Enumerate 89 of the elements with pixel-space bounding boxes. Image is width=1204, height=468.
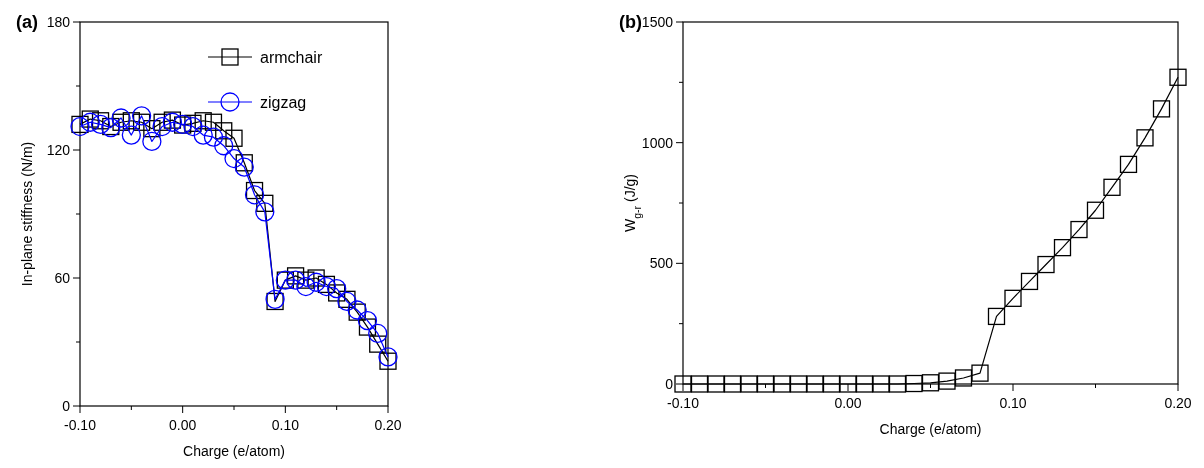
point	[285, 270, 306, 290]
point	[357, 311, 378, 331]
point	[296, 276, 316, 297]
point	[122, 112, 140, 130]
point	[215, 122, 233, 140]
y-tick-label: 120	[46, 142, 71, 158]
x-tick-label: 0.20	[374, 417, 402, 433]
point	[1169, 68, 1187, 86]
x-tick-label: 0.10	[999, 395, 1027, 411]
point	[378, 347, 398, 367]
y-tick-label: 0	[665, 376, 674, 392]
point	[327, 279, 347, 299]
point	[822, 375, 841, 393]
point	[1037, 255, 1055, 274]
x-tick-label: 0.00	[169, 417, 197, 433]
point	[111, 108, 131, 128]
point	[132, 113, 151, 131]
point	[244, 185, 265, 205]
point	[121, 125, 141, 145]
y-tick-label: 60	[54, 270, 71, 286]
point	[297, 271, 315, 289]
point	[245, 181, 264, 200]
y-axis-title: In-plane stiffness (N/m)	[19, 141, 35, 287]
chart-title: (b)	[619, 12, 642, 32]
point	[183, 116, 203, 137]
y-tick-label: 1500	[641, 14, 674, 30]
point	[225, 129, 243, 147]
point	[153, 113, 171, 131]
point	[855, 375, 874, 393]
point	[194, 112, 212, 130]
x-tick-label: 0.20	[1164, 395, 1192, 411]
point	[307, 269, 325, 287]
point	[234, 157, 254, 177]
point	[1004, 289, 1022, 307]
point	[255, 202, 275, 222]
legend-label: zigzag	[260, 94, 307, 111]
point	[142, 131, 162, 152]
chart-title: (a)	[16, 12, 38, 32]
point	[789, 375, 808, 393]
point	[306, 272, 326, 292]
point	[184, 114, 202, 132]
point	[369, 335, 387, 353]
point	[756, 375, 775, 393]
point	[1053, 239, 1072, 257]
x-tick-label: -0.10	[64, 417, 97, 433]
x-tick-label: 0.10	[271, 417, 300, 433]
point	[674, 375, 692, 393]
y-tick-label: 0	[62, 398, 71, 414]
point	[203, 127, 224, 147]
point	[131, 106, 152, 126]
x-axis-title: Charge (e/atom)	[183, 443, 285, 459]
y-tick-label: 500	[649, 255, 674, 272]
point	[235, 154, 253, 172]
point	[379, 352, 397, 370]
point	[1020, 272, 1039, 291]
point	[224, 148, 244, 169]
point	[987, 307, 1006, 326]
point	[90, 114, 111, 135]
point	[1070, 220, 1088, 239]
point	[358, 318, 377, 336]
point	[256, 194, 274, 212]
point	[1136, 129, 1154, 147]
point	[921, 374, 940, 392]
x-tick-label: 0.00	[834, 395, 862, 411]
point	[143, 120, 161, 138]
point	[214, 136, 234, 156]
legend-label: armchair	[260, 49, 323, 66]
point	[690, 375, 709, 393]
point	[368, 323, 388, 344]
point	[193, 125, 213, 145]
y-tick-label: 1000	[641, 134, 674, 151]
point	[112, 113, 130, 131]
point	[286, 267, 305, 285]
point	[204, 113, 223, 131]
point	[328, 284, 346, 302]
point	[888, 375, 907, 393]
point	[905, 374, 923, 393]
point	[723, 375, 742, 393]
point	[1119, 155, 1138, 174]
point	[152, 116, 172, 137]
point	[1152, 100, 1171, 118]
point	[954, 369, 973, 387]
point	[971, 364, 989, 382]
y-tick-label: 180	[46, 14, 71, 30]
x-axis-title: Charge (e/atom)	[879, 421, 982, 437]
point	[1086, 201, 1105, 219]
point	[91, 112, 110, 130]
x-tick-label: -0.10	[667, 395, 700, 411]
point	[1103, 178, 1121, 196]
